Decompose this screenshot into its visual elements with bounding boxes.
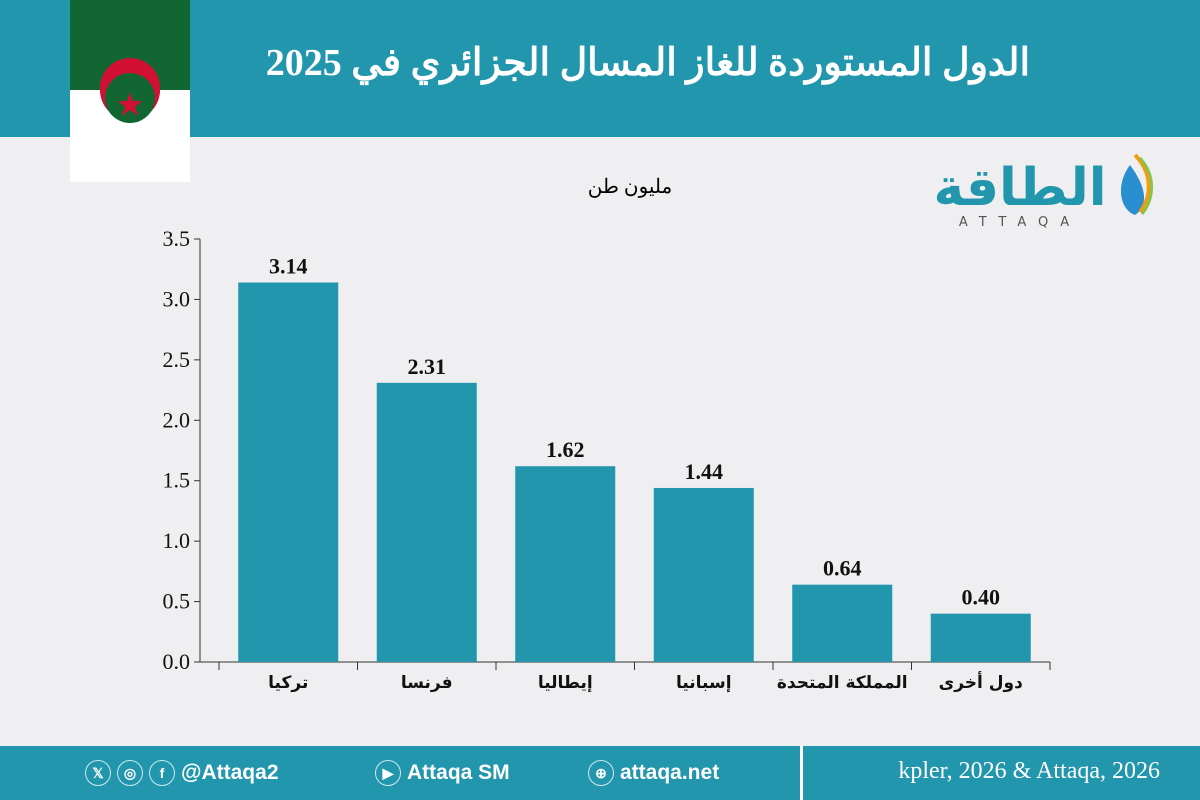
bar	[930, 613, 1031, 662]
y-tick-label: 3.5	[163, 226, 191, 251]
footer-divider	[800, 746, 803, 800]
data-label: 1.62	[546, 437, 585, 462]
data-label: 0.64	[823, 556, 862, 581]
category-label: إسبانيا	[676, 673, 732, 693]
category-label: دول أخرى	[939, 671, 1023, 693]
category-label: المملكة المتحدة	[777, 673, 908, 693]
bar	[376, 382, 477, 662]
data-label: 2.31	[408, 354, 447, 379]
data-label: 1.44	[685, 459, 724, 484]
bar	[238, 282, 339, 662]
bar	[515, 466, 616, 662]
category-label: تركيا	[268, 673, 308, 693]
globe-icon: ⊕	[588, 760, 614, 786]
youtube-label: Attaqa SM	[407, 761, 510, 784]
footer: 𝕏 ◎ f @Attaqa2 ▶ Attaqa SM ⊕ attaqa.net …	[0, 746, 1200, 800]
category-label: إيطاليا	[538, 673, 593, 693]
svg-text:الطاقة: الطاقة	[933, 158, 1106, 218]
social-handle[interactable]: @Attaqa2	[181, 761, 279, 784]
youtube-icon: ▶	[375, 760, 401, 786]
youtube-link[interactable]: ▶ Attaqa SM	[375, 760, 510, 786]
page-title: الدول المستوردة للغاز المسال الجزائري في…	[265, 42, 1030, 84]
algeria-flag	[70, 0, 190, 182]
attaqa-logo: الطاقة ATTAQA	[930, 150, 1160, 230]
x-icon[interactable]: 𝕏	[85, 760, 111, 786]
y-tick-label: 1.5	[163, 468, 191, 493]
y-axis-unit: مليون طن	[587, 176, 673, 198]
header: الدول المستوردة للغاز المسال الجزائري في…	[0, 0, 1200, 137]
y-tick-label: 2.0	[163, 407, 191, 432]
y-tick-label: 2.5	[163, 347, 191, 372]
source-text: kpler, 2026 & Attaqa, 2026	[898, 758, 1160, 784]
website-link[interactable]: ⊕ attaqa.net	[588, 760, 719, 786]
social-handles: 𝕏 ◎ f @Attaqa2	[85, 760, 279, 786]
y-tick-label: 3.0	[163, 286, 191, 311]
bar-chart: 0.0 0.5 1.0 1.5 2.0 2.5 3.0 3.5 3.14 تركيا 2.31 فرن…	[163, 226, 1051, 693]
category-label: فرنسا	[401, 673, 453, 693]
y-tick-label: 0.5	[163, 589, 191, 614]
data-label: 0.40	[962, 585, 1001, 610]
svg-text:ATTAQA: ATTAQA	[959, 215, 1081, 230]
bar	[653, 487, 754, 662]
facebook-icon[interactable]: f	[149, 760, 175, 786]
bar	[792, 584, 893, 662]
website-label: attaqa.net	[620, 761, 720, 784]
data-label: 3.14	[269, 254, 308, 279]
instagram-icon[interactable]: ◎	[117, 760, 143, 786]
y-tick-label: 0.0	[163, 649, 191, 674]
y-tick-label: 1.0	[163, 528, 191, 553]
